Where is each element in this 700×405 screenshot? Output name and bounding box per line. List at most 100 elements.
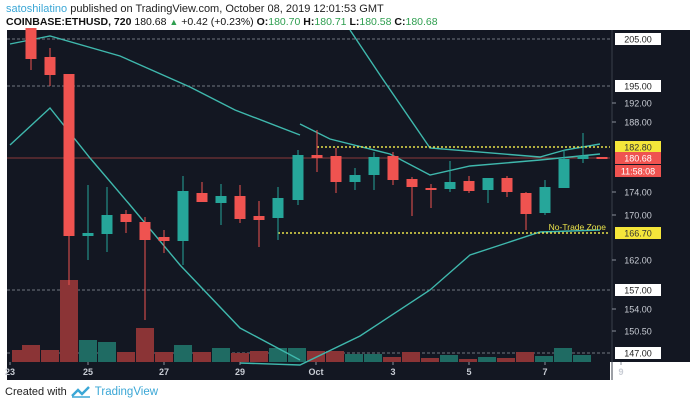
volume-bar [41,350,59,362]
price-label-box [615,141,661,153]
candle-body [539,187,551,213]
volume-bar [250,351,268,362]
time-axis-label: 5 [466,367,471,377]
candle-body [349,175,361,182]
no-trade-zone-label: No-Trade Zone [549,222,607,232]
volume-bar [535,356,553,362]
volume-bar [136,328,154,362]
candle-body [44,57,56,75]
time-axis [7,362,610,380]
price-axis-label: 166.70 [624,229,652,239]
candle-body [501,178,513,192]
price-axis-label: 170.00 [624,211,652,221]
volume-bar [402,352,420,362]
chart-area[interactable]: No-Trade Zone 205.00 195.00 192.00 188.00 182… [0,28,700,383]
volume-bar [383,357,401,362]
candle-body [25,28,37,59]
price-label-box [615,284,661,296]
volume-bar [231,353,249,362]
candle-body [177,191,189,241]
price-axis-label: 188.00 [624,118,652,128]
price-axis-label: 154.00 [624,305,652,315]
volume-bar [573,355,591,362]
candle-body [387,156,399,180]
price-axis-label: 150.50 [624,327,652,337]
volume-bar [364,354,382,362]
price-label-box [615,33,661,45]
price-label-box [615,347,661,359]
candle-body [577,156,589,159]
up-arrow-icon: ▲ [169,17,179,27]
open-label: O: [256,16,269,28]
created-with-text: Created with [5,386,67,398]
close-value: 180.68 [405,16,438,28]
low-label: L: [349,16,360,28]
volume-bar [22,345,40,362]
candle-body [272,198,284,218]
volume-bar [288,348,306,362]
candle-body [463,181,475,191]
candle-body [292,155,304,200]
volume-bar [497,358,515,362]
price-axis-label: 205.00 [624,35,652,45]
volume-bar [345,354,363,362]
volume-bar [440,355,458,362]
publisher-link[interactable]: satoshilatino [6,3,68,15]
time-axis-label: 25 [83,367,93,377]
volume-bar [98,342,116,362]
volume-bar [193,352,211,362]
indicator-line-upper [9,35,301,136]
candlestick-chart[interactable]: No-Trade Zone 205.00 195.00 192.00 188.00 182… [0,28,700,383]
volume-bar [269,348,287,362]
candle-body [520,193,532,214]
time-axis-label: 29 [235,367,245,377]
price-axis-label: 147.00 [624,349,652,359]
symbol-legend: COINBASE:ETHUSD, 720 180.68 ▲ +0.42 (+0.… [6,16,438,28]
footer: Created with TradingView [5,386,158,398]
price-label-box [615,227,661,239]
price-axis-label: 195.00 [624,82,652,92]
price-axis-label: 174.00 [624,188,652,198]
time-axis-label: 7 [542,367,547,377]
price-axis-label: 192.00 [624,99,652,109]
indicator-line-upper2 [349,29,601,158]
close-label: C: [394,16,406,28]
price-label-box [615,152,661,164]
candle-body [158,237,170,241]
candle-body [311,155,323,158]
volume-bar [79,340,97,362]
volume-bar [554,348,572,362]
price-axis-label: 180.68 [624,154,652,164]
candle-body [253,216,265,220]
candle-body [596,157,608,159]
volume-bar [478,357,496,362]
candle-body [406,179,418,187]
price-label-box [615,80,661,92]
candle-body [120,214,132,222]
candle-body [196,193,208,202]
candle-body [63,74,75,236]
volume-bar [212,348,230,362]
tradingview-logo-icon [70,386,90,398]
volume-bar [421,358,439,362]
volume-bar [117,352,135,362]
volume-bar [60,280,78,362]
low-value: 180.58 [359,16,392,28]
high-value: 180.71 [314,16,347,28]
candle-body [330,156,342,182]
last-price: 180.68 [134,16,167,28]
time-axis-label: 3 [390,367,395,377]
time-axis-label: 23 [5,367,15,377]
candle-body [444,182,456,189]
candle-body [234,196,246,219]
published-text: published on TradingView.com, October 08… [70,3,384,15]
price-axis-label: 182.80 [624,143,652,153]
time-axis-label: 9 [618,367,623,377]
candle-body [482,178,494,190]
tradingview-brand[interactable]: TradingView [94,386,159,398]
time-axis-label: 27 [159,367,169,377]
indicator-line-middle2 [239,229,601,366]
price-label-box [615,165,661,177]
candle-body [101,215,113,234]
candle-body [368,157,380,175]
